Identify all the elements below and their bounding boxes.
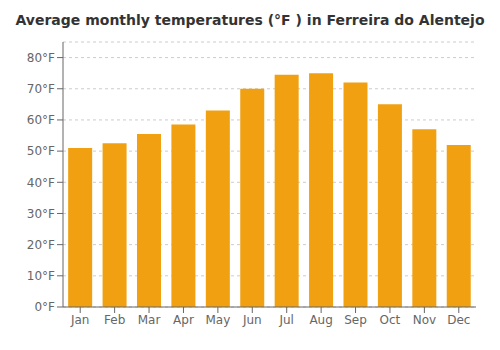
- svg-text:40°F: 40°F: [27, 176, 55, 190]
- svg-text:Aug: Aug: [309, 313, 332, 327]
- svg-text:80°F: 80°F: [27, 51, 55, 65]
- svg-text:60°F: 60°F: [27, 113, 55, 127]
- svg-text:0°F: 0°F: [34, 300, 55, 314]
- svg-text:Mar: Mar: [138, 313, 161, 327]
- svg-text:Nov: Nov: [413, 313, 436, 327]
- svg-text:30°F: 30°F: [27, 207, 55, 221]
- svg-text:Sep: Sep: [344, 313, 367, 327]
- svg-text:70°F: 70°F: [27, 82, 55, 96]
- svg-text:Jul: Jul: [278, 313, 293, 327]
- svg-text:10°F: 10°F: [27, 269, 55, 283]
- svg-text:Oct: Oct: [380, 313, 401, 327]
- svg-text:20°F: 20°F: [27, 238, 55, 252]
- svg-text:Jan: Jan: [70, 313, 90, 327]
- svg-text:Dec: Dec: [447, 313, 470, 327]
- svg-text:May: May: [205, 313, 230, 327]
- svg-text:Jun: Jun: [242, 313, 262, 327]
- html-text:Average monthly temperatures (: Average monthly temperatures (°F ) in Fe…: [15, 12, 485, 28]
- svg-text:50°F: 50°F: [27, 144, 55, 158]
- svg-text:Apr: Apr: [173, 313, 194, 327]
- svg-text:Feb: Feb: [104, 313, 125, 327]
